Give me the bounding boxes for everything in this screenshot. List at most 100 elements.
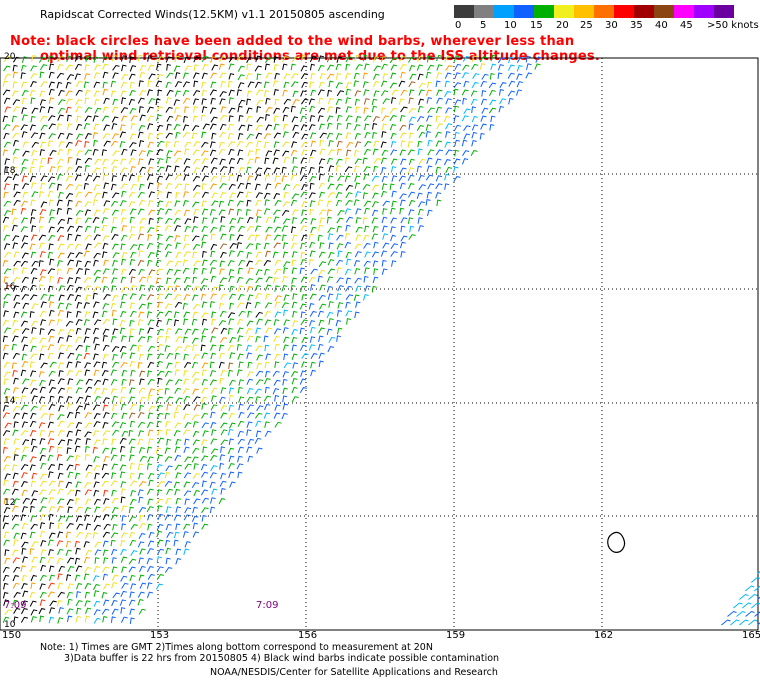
wind-barb [443, 115, 451, 123]
wind-barb [156, 454, 163, 461]
wind-barb [29, 548, 35, 555]
wind-barb [317, 89, 325, 96]
wind-barb [236, 242, 242, 249]
wind-barb [255, 148, 261, 156]
wind-barb [308, 276, 316, 283]
wind-barb [184, 148, 190, 155]
wind-barb [38, 234, 47, 241]
wind-barb [120, 183, 128, 190]
wind-barb [39, 574, 47, 581]
wind-barb [40, 301, 47, 308]
wind-barb [354, 124, 361, 131]
wind-barb [273, 319, 280, 326]
wind-barb [146, 558, 153, 565]
wind-barb [11, 208, 17, 216]
wind-barb [111, 175, 117, 182]
wind-barb [83, 403, 90, 410]
wind-barb [471, 115, 479, 123]
wind-barb [2, 566, 10, 573]
wind-barb [227, 327, 233, 335]
wind-barb [165, 97, 172, 104]
wind-barb [75, 191, 83, 198]
wind-barb [175, 548, 182, 556]
wind-barb [255, 420, 262, 427]
wind-barb [336, 122, 342, 130]
wind-barb [391, 175, 398, 182]
wind-barb [75, 481, 82, 488]
wind-barb [326, 73, 335, 80]
wind-barb [182, 259, 189, 266]
wind-barb [327, 89, 333, 97]
wind-barb [139, 523, 147, 530]
wind-barb [219, 192, 227, 199]
wind-barb [201, 241, 207, 249]
wind-barb [138, 276, 147, 283]
wind-barb [174, 361, 181, 369]
wind-barb [84, 453, 90, 461]
wind-barb [111, 421, 120, 428]
wind-barb [246, 107, 253, 114]
wind-barb [84, 149, 92, 156]
wind-barb [255, 192, 263, 199]
wind-barb [355, 285, 362, 292]
wind-barb [246, 98, 252, 106]
wind-barb [291, 378, 298, 385]
wind-barb [75, 497, 81, 505]
wind-barb [256, 447, 263, 454]
wind-barb [300, 191, 308, 198]
wind-barb [425, 89, 433, 96]
wind-barb [138, 303, 146, 310]
wind-barb [407, 140, 413, 148]
wind-barb [408, 56, 416, 63]
wind-barb [273, 335, 281, 343]
wind-barb [138, 294, 146, 301]
x-tick-162: 162 [594, 630, 614, 641]
wind-barb [317, 343, 324, 351]
wind-barb [201, 225, 209, 233]
wind-barb [382, 98, 390, 105]
wind-barb [110, 226, 117, 233]
wind-barb [166, 488, 173, 495]
wind-barb [310, 72, 316, 80]
wind-barb [102, 397, 110, 404]
wind-barb [183, 294, 191, 301]
wind-barb [39, 583, 46, 590]
wind-barb [165, 165, 172, 172]
wind-barb [39, 106, 46, 113]
wind-barb [137, 260, 145, 267]
wind-barb [229, 218, 237, 225]
wind-barb [65, 303, 72, 310]
wind-barb [20, 369, 27, 377]
wind-barb [265, 353, 272, 360]
wind-barb [218, 498, 226, 505]
wind-barb [102, 63, 109, 70]
wind-barb [317, 275, 323, 283]
wind-barb [48, 133, 56, 140]
wind-barb [76, 310, 82, 318]
wind-barb [363, 166, 371, 173]
wind-barb [101, 149, 107, 156]
wind-barb [282, 89, 288, 97]
wind-barb [39, 71, 45, 79]
wind-barb [265, 113, 270, 121]
wind-barb [13, 106, 21, 113]
wind-barb [147, 361, 155, 369]
wind-barb [310, 361, 316, 369]
wind-barb [201, 422, 209, 429]
wind-barb [138, 158, 144, 165]
wind-barb [218, 320, 227, 326]
wind-barb [228, 269, 235, 276]
wind-barb [308, 166, 315, 174]
wind-barbs-swath [2, 54, 543, 624]
wind-barb [273, 412, 281, 419]
wind-barb [237, 285, 244, 292]
wind-barb [102, 106, 109, 113]
wind-barb [336, 243, 344, 250]
wind-barb [12, 396, 20, 403]
wind-barb [756, 571, 760, 575]
wind-barb [282, 395, 288, 403]
wind-barb [453, 115, 460, 122]
wind-barb [380, 90, 389, 97]
wind-barb [183, 446, 190, 453]
wind-barb [67, 294, 74, 301]
